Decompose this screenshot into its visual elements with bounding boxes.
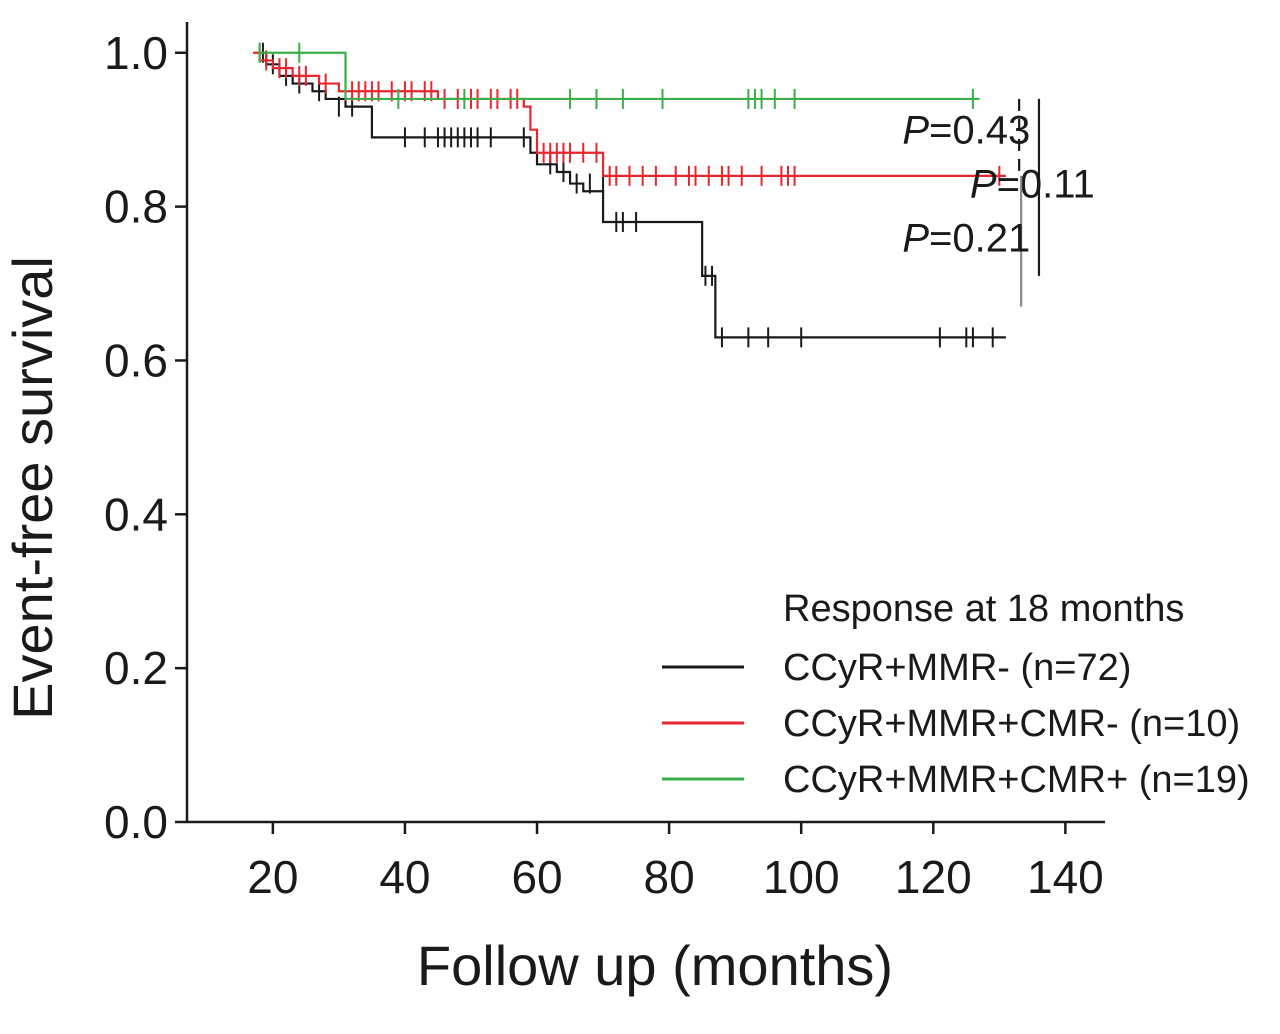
pvalue-value: =0.43 bbox=[929, 109, 1030, 153]
pvalue-value: =0.21 bbox=[929, 216, 1030, 260]
pvalue-label: P=0.43 bbox=[902, 109, 1030, 153]
x-tick-label: 20 bbox=[247, 851, 298, 903]
x-tick-label: 100 bbox=[763, 851, 840, 903]
series-group bbox=[253, 42, 1006, 348]
y-tick-label: 0.4 bbox=[104, 488, 168, 540]
y-tick-label: 0.2 bbox=[104, 642, 168, 694]
pvalue-label: P=0.11 bbox=[970, 163, 1095, 207]
legend-title: Response at 18 months bbox=[783, 588, 1184, 630]
series-1 bbox=[253, 42, 1006, 186]
series-2 bbox=[258, 42, 980, 109]
pvalue-prefix: P bbox=[902, 216, 929, 260]
series-0 bbox=[259, 42, 1006, 348]
x-tick-label: 60 bbox=[511, 851, 562, 903]
y-tick-label: 0.6 bbox=[104, 334, 168, 386]
legend: Response at 18 months CCyR+MMR- (n=72) CC… bbox=[662, 588, 1250, 801]
legend-label: CCyR+MMR+CMR- (n=10) bbox=[783, 703, 1240, 745]
x-tick-label: 40 bbox=[379, 851, 430, 903]
y-tick-label: 0.8 bbox=[104, 181, 168, 233]
annotation-group: P=0.43P=0.11P=0.21 bbox=[902, 98, 1095, 307]
legend-label: CCyR+MMR+CMR+ (n=19) bbox=[783, 759, 1250, 801]
y-tick-label: 1.0 bbox=[104, 27, 168, 79]
pvalue-prefix: P bbox=[970, 163, 997, 207]
survival-curve bbox=[259, 51, 1006, 339]
x-tick-label: 140 bbox=[1027, 851, 1104, 903]
y-tick-label: 0.0 bbox=[104, 796, 168, 848]
x-tick-label: 80 bbox=[644, 851, 695, 903]
legend-label: CCyR+MMR- (n=72) bbox=[783, 647, 1131, 689]
x-tick-label: 120 bbox=[895, 851, 972, 903]
pvalue-value: =0.11 bbox=[997, 163, 1095, 207]
pvalue-prefix: P bbox=[902, 109, 929, 153]
tick-group: 20 40 60 80 100 120 140 0.0 0.2 0.4 0.6 0.8 1.0 bbox=[104, 27, 1104, 903]
x-axis-title: Follow up (months) bbox=[417, 934, 893, 997]
pvalue-label: P=0.21 bbox=[902, 216, 1030, 260]
axes bbox=[185, 22, 1105, 824]
y-axis-title: Event-free survival bbox=[1, 256, 64, 720]
survival-curve bbox=[253, 51, 1006, 177]
